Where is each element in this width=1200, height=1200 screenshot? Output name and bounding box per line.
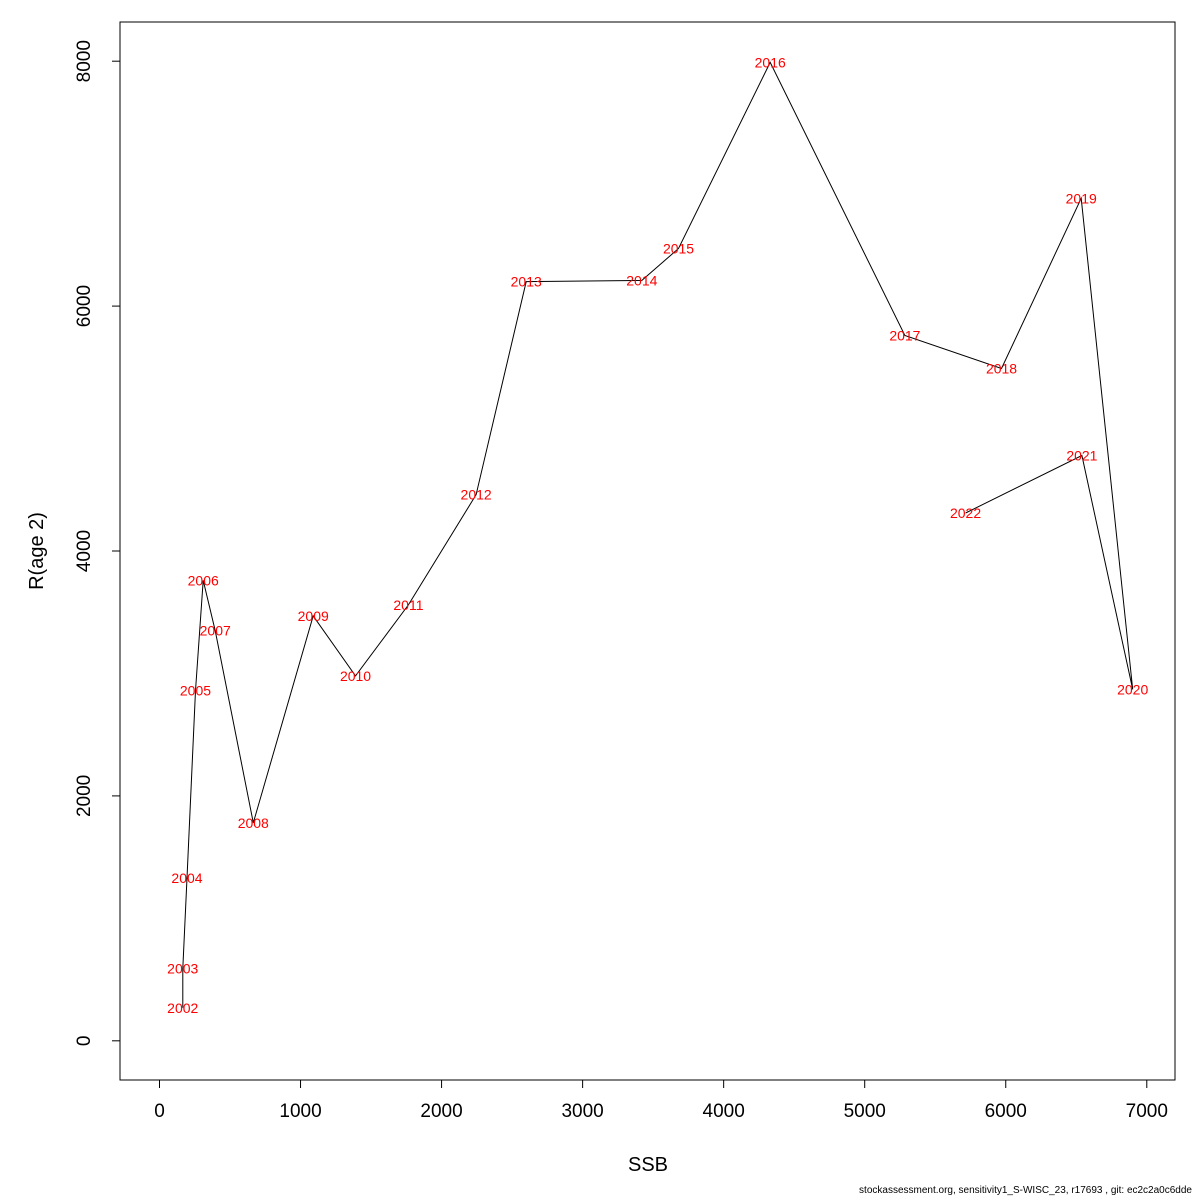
y-tick-label: 4000 [74,530,95,572]
point-label: 2002 [167,1000,198,1016]
x-axis: 0 1000 2000 3000 4000 5000 6000 7000 [154,1079,1168,1122]
x-tick-label: 0 [154,1101,165,1122]
point-label: 2005 [180,683,211,699]
footer-credit: stockassessment.org, sensitivity1_S-WISC… [859,1185,1192,1196]
point-label: 2006 [188,572,219,588]
x-tick-label: 2000 [420,1101,462,1122]
y-tick-label: 2000 [74,775,95,817]
point-label: 2009 [298,608,329,624]
x-axis-title: SSB [628,1154,668,1176]
point-label: 2020 [1117,681,1148,697]
y-tick-label: 8000 [74,40,95,82]
x-tick-label: 6000 [985,1101,1027,1122]
point-labels: 2002 2003 2004 2005 2006 2007 2008 2009 2010 2011… [167,54,1148,1015]
point-label: 2017 [889,327,920,343]
point-label: 2008 [238,815,269,831]
point-label: 2022 [950,505,981,521]
series-line [182,61,1134,1008]
point-label: 2011 [393,597,423,613]
x-tick-label: 3000 [561,1101,603,1122]
y-tick-label: 6000 [74,285,95,327]
point-label: 2007 [200,623,231,639]
point-label: 2021 [1066,447,1097,463]
point-label: 2018 [986,361,1017,377]
point-label: 2014 [626,272,657,288]
point-label: 2003 [167,961,198,977]
y-axis-title: R(age 2) [26,512,48,590]
x-tick-label: 1000 [279,1101,321,1122]
y-tick-label: 0 [74,1036,95,1047]
point-label: 2013 [511,274,542,290]
point-label: 2012 [461,487,492,503]
y-axis: 0 2000 4000 6000 8000 [74,40,121,1047]
point-label: 2010 [340,668,371,684]
x-tick-label: 5000 [844,1101,886,1122]
point-label: 2004 [171,870,202,886]
point-label: 2015 [663,241,694,257]
x-tick-label: 7000 [1126,1101,1168,1122]
point-label: 2019 [1066,190,1097,206]
plot-frame [119,21,1176,1081]
x-tick-label: 4000 [703,1101,745,1122]
point-label: 2016 [755,54,786,70]
